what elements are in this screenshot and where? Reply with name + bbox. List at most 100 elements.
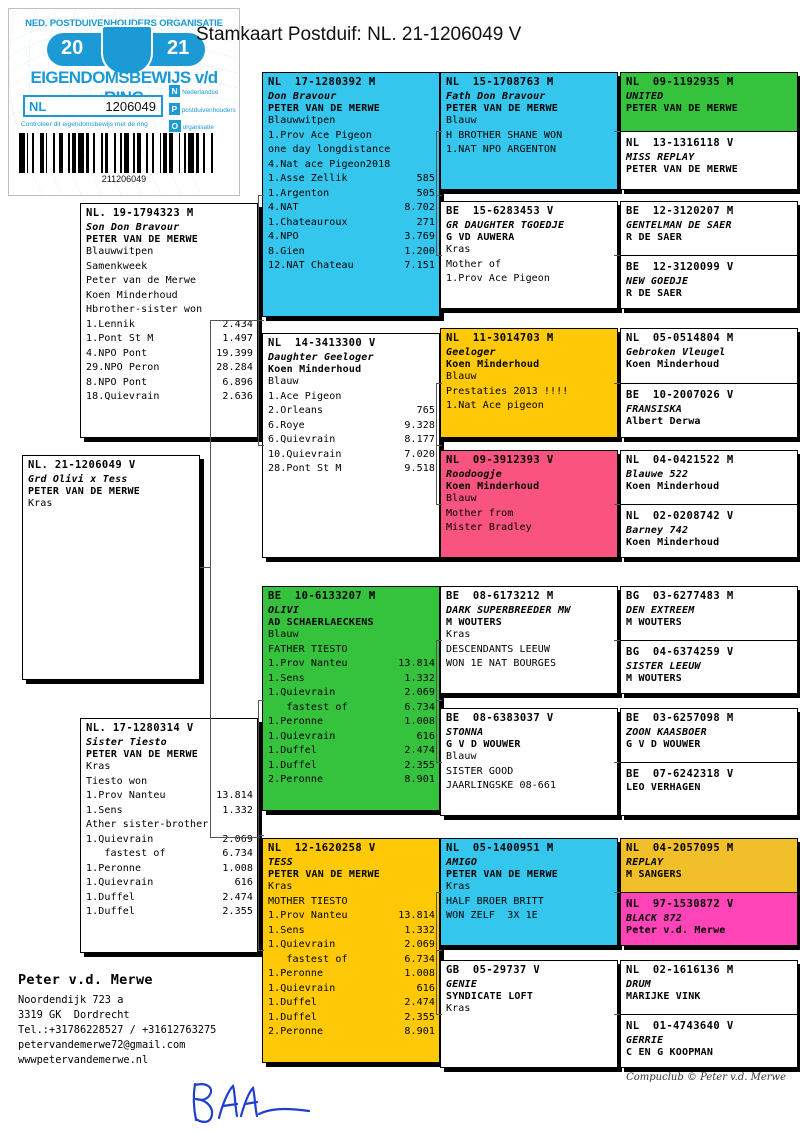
card-stat-row: Blauwwitpen (81, 245, 257, 260)
card-stat-value: 616 (234, 877, 253, 888)
pedigree-card[interactable]: NL. 19-1794323 M Son Don Bravour PETER VAN… (80, 203, 258, 438)
pigeon-owner: G V D WOUWER (446, 739, 521, 750)
pedigree-connector (436, 1014, 442, 1015)
pedigree-card[interactable]: BE 08-6383037 V STONNA G V D WOUWER Blauw SI… (440, 708, 618, 816)
pigeon-name: Sister Tiesto (86, 737, 167, 748)
pigeon-name: Fath Don Bravour (446, 91, 546, 102)
pedigree-card[interactable]: GB 05-29737 V GENIE SYNDICATE LOFT Kras (440, 960, 618, 1068)
pigeon-name-dam: FRANSISKA (626, 403, 682, 415)
pedigree-card[interactable]: BE 08-6173212 M DARK SUPERBREEDER MW M WOU… (440, 586, 618, 694)
card-stat-row: 1.Duffel 2.355 (263, 759, 439, 774)
pedigree-card-pair[interactable]: BE 12-3120207 M GENTELMAN DE SAER R DE SAE… (620, 201, 798, 309)
pigeon-owner: G VD AUWERA (446, 232, 515, 243)
pedigree-card-pair[interactable]: NL 04-2057095 M REPLAY M SANGERS NL 97-1530… (620, 838, 798, 946)
pedigree-card-dam[interactable]: NL 02-0208742 V Barney 742 Koen Minderhoud (621, 503, 797, 557)
pedigree-connector (436, 504, 442, 505)
card-stat-label: 1.Duffel (268, 1011, 317, 1023)
pedigree-card-dam[interactable]: BE 10-2007026 V FRANSISKA Albert Derwa (621, 382, 797, 437)
pigeon-owner-dam: Koen Minderhoud (626, 536, 720, 548)
ring-number: BE 08-6173212 M (446, 590, 554, 602)
card-stat-row: 1.Peronne 1.008 (81, 862, 257, 877)
pedigree-card[interactable]: NL. 21-1206049 V Grd Olivi x Tess PETER VA… (22, 455, 200, 680)
ring-number-sire: NL 05-0514804 M (626, 332, 734, 344)
pedigree-card[interactable]: NL 05-1400951 M AMIGO PETER VAN DE MERWE Kr… (440, 838, 618, 946)
card-stat-value: 9.328 (404, 419, 435, 431)
pedigree-card-dam[interactable]: NL 13-1316118 V MISS REPLAY PETER VAN DE M… (621, 130, 797, 189)
pigeon-name-dam: NEW GOEDJE (626, 275, 689, 287)
pigeon-owner: M WOUTERS (446, 617, 502, 628)
card-stat-row: 1.Peronne 1.008 (263, 715, 439, 730)
pedigree-card[interactable]: NL 15-1708763 M Fath Don Bravour PETER VAN… (440, 72, 618, 190)
card-stat-label: 18.Quievrain (86, 391, 160, 402)
card-stat-value: 8.901 (404, 1026, 435, 1037)
card-stat-label: 1.Duffel (86, 906, 135, 917)
pedigree-card-dam[interactable]: BE 07-6242318 V LEO VERHAGEN (621, 761, 797, 815)
pigeon-owner-sire: M WOUTERS (626, 617, 682, 628)
pigeon-name-dam: SISTER LEEUW (626, 660, 701, 672)
card-stat-label: fastest of (268, 701, 348, 713)
pedigree-card-pair[interactable]: NL 05-0514804 M Gebroken Vleugel Koen Mind… (620, 328, 798, 438)
card-stat-label: Blauw (268, 629, 299, 640)
pedigree-card-pair[interactable]: BG 03-6277483 M DEN EXTREEM M WOUTERS BG 04… (620, 586, 798, 694)
pedigree-card[interactable]: BE 15-6283453 V GR DAUGHTER TGOEDJE G VD A… (440, 201, 618, 309)
pedigree-connector (258, 835, 259, 950)
pigeon-name-dam: Barney 742 (626, 524, 689, 536)
pedigree-card-sire[interactable]: NL 09-1192935 M UNITED PETER VAN DE MERWE (621, 73, 797, 131)
pigeon-name-sire: UNITED (626, 91, 664, 102)
card-stat-label: DESCENDANTS LEEUW (446, 643, 551, 655)
pedigree-card-pair[interactable]: NL 02-1616136 M DRUM MARIJKE VINK NL 01-474… (620, 960, 798, 1068)
pedigree-card-sire[interactable]: NL 05-0514804 M Gebroken Vleugel Koen Mind… (621, 329, 797, 383)
pedigree-card-dam[interactable]: NL 01-4743640 V GERRIE C EN G KOOPMAN (621, 1013, 797, 1067)
pedigree-card-pair[interactable]: NL 04-0421522 M Blauwe 522 Koen Minderhoud… (620, 450, 798, 558)
card-stat-row: WON 1E NAT BOURGES (441, 657, 617, 672)
card-stat-label: 1.Prov Nanteu (268, 910, 348, 921)
pedigree-card-dam[interactable]: NL 97-1530872 V BLACK 872 Peter v.d. Merwe (621, 891, 797, 945)
pedigree-card-sire[interactable]: BG 03-6277483 M DEN EXTREEM M WOUTERS (621, 587, 797, 640)
pedigree-connector (436, 950, 437, 1014)
pedigree-connector (258, 835, 264, 836)
pedigree-card-pair[interactable]: NL 09-1192935 M UNITED PETER VAN DE MERWE N… (620, 72, 798, 190)
pigeon-name-sire: ZOON KAASBOER (626, 727, 707, 738)
card-stat-label: 4.NAT (268, 202, 299, 213)
breeder-email[interactable]: petervandemerwe72@gmail.com (18, 1039, 186, 1051)
pedigree-card-sire[interactable]: NL 04-0421522 M Blauwe 522 Koen Minderhoud (621, 451, 797, 504)
ring-number-sire: BE 03-6257098 M (626, 712, 734, 724)
card-stat-label: 2.Peronne (268, 774, 324, 785)
card-stat-value: 2.355 (222, 906, 253, 917)
pedigree-card-sire[interactable]: NL 02-1616136 M DRUM MARIJKE VINK (621, 961, 797, 1014)
pedigree-card-sire[interactable]: BE 03-6257098 M ZOON KAASBOER G V D WOUWER (621, 709, 797, 762)
pedigree-card-sire[interactable]: BE 12-3120207 M GENTELMAN DE SAER R DE SAE… (621, 202, 797, 255)
pedigree-card-sire[interactable]: NL 04-2057095 M REPLAY M SANGERS (621, 839, 797, 892)
card-stat-label: 2.Orleans (268, 405, 324, 416)
card-stat-row: 1.Prov Ace Pigeon (263, 129, 439, 144)
card-stat-row: 1.NAT NPO ARGENTON (441, 143, 617, 158)
card-stat-label: 6.Quievrain (268, 434, 336, 445)
pedigree-card-pair[interactable]: BE 03-6257098 M ZOON KAASBOER G V D WOUWER… (620, 708, 798, 816)
card-stat-label: 1.Prov Ace Pigeon (446, 273, 551, 284)
card-stat-label: Blauwwitpen (268, 115, 336, 126)
pedigree-card[interactable]: NL 17-1280392 M Don Bravour PETER VAN DE M… (262, 72, 440, 317)
card-stat-row: 4.Nat ace Pigeon2018 (263, 158, 439, 173)
pedigree-connector (258, 950, 264, 951)
pedigree-card[interactable]: NL 11-3014703 M Geeloger Koen Minderhoud Bl… (440, 328, 618, 438)
card-stat-row: 1.Duffel 2.355 (81, 905, 257, 920)
pedigree-card[interactable]: BE 10-6133207 M OLIVI AD SCHAERLAECKENS Bla… (262, 586, 440, 811)
pedigree-card[interactable]: NL 09-3912393 V Roodoogje Koen Minderhoud B… (440, 450, 618, 558)
pedigree-connector (200, 567, 210, 568)
pedigree-card-dam[interactable]: BG 04-6374259 V SISTER LEEUW M WOUTERS (621, 639, 797, 693)
card-stat-row: HALF BROER BRITT (441, 895, 617, 910)
card-stat-row: 1.Quievrain 2.069 (263, 686, 439, 701)
card-stat-row: Blauw (263, 375, 439, 390)
pigeon-owner-sire: G V D WOUWER (626, 739, 701, 750)
card-stat-row: one day longdistance (263, 143, 439, 158)
pigeon-name: Daughter Geeloger (268, 352, 374, 363)
card-stat-value: 2.355 (404, 759, 435, 771)
breeder-website[interactable]: wwwpetervandemerwe.nl (18, 1054, 149, 1066)
card-stat-label: Blauw (446, 371, 477, 382)
pedigree-card[interactable]: NL. 17-1280314 V Sister Tiesto PETER VAN D… (80, 718, 258, 953)
pedigree-card-dam[interactable]: BE 12-3120099 V NEW GOEDJE R DE SAER (621, 254, 797, 308)
pedigree-card[interactable]: NL 12-1620258 V TESS PETER VAN DE MERWE Kra… (262, 838, 440, 1063)
ring-number-dam: BE 10-2007026 V (626, 388, 734, 401)
pedigree-card[interactable]: NL 14-3413300 V Daughter Geeloger Koen Min… (262, 333, 440, 558)
